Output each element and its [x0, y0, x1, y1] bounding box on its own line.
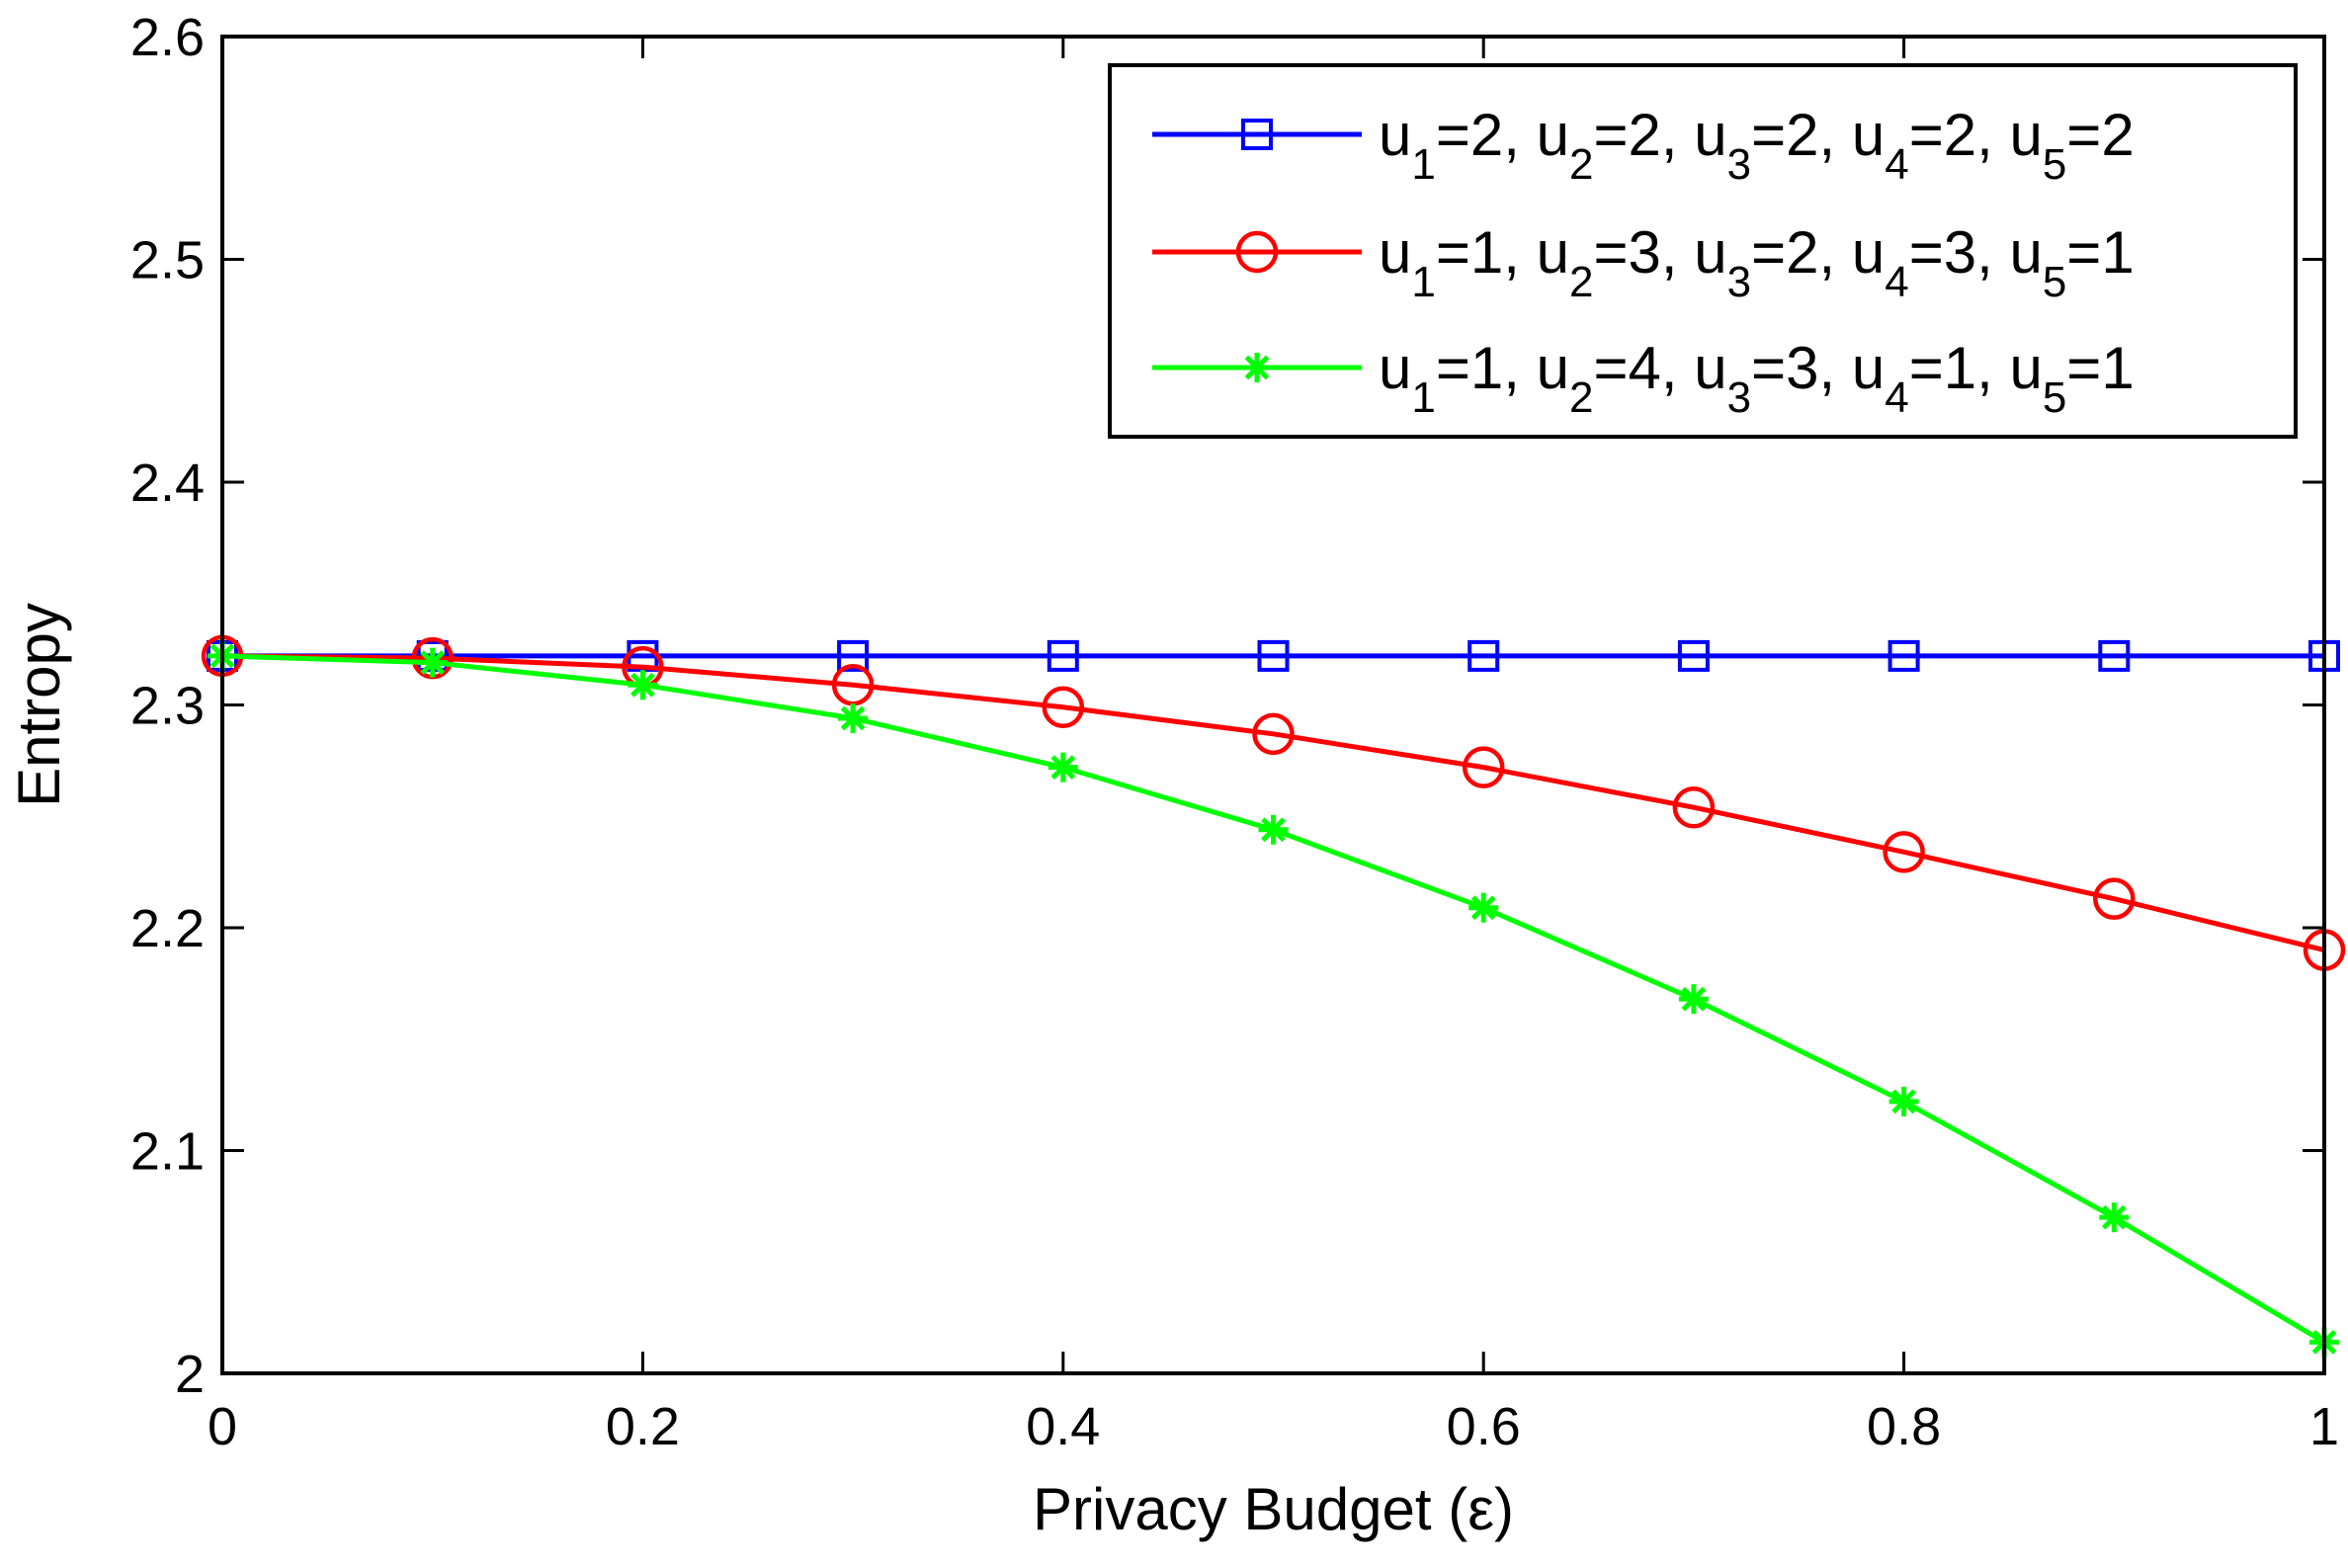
legend-subscript: 4	[1885, 140, 1908, 189]
data-point-circle	[1042, 686, 1085, 729]
legend-value: =2,	[1751, 219, 1852, 286]
legend-subscript: 2	[1569, 373, 1593, 422]
legend-subscript: 3	[1727, 140, 1751, 189]
legend-subscript: 5	[2043, 258, 2066, 306]
data-point-asterisk	[1258, 814, 1289, 845]
legend-value: =1,	[1436, 335, 1537, 401]
data-point-square	[1677, 639, 1710, 672]
y-tick-label: 2.1	[130, 1122, 205, 1182]
legend-var: u	[1694, 335, 1726, 401]
x-tick-label: 0.6	[1447, 1397, 1521, 1456]
data-point-circle	[1235, 230, 1279, 274]
y-tick-label: 2.4	[130, 454, 205, 513]
x-tick-label: 0	[208, 1397, 237, 1456]
y-tick-label: 2.6	[130, 8, 205, 67]
data-point-square	[1257, 639, 1290, 672]
legend-var: u	[1537, 219, 1569, 286]
data-point-asterisk	[1468, 892, 1499, 923]
legend-subscript: 3	[1727, 373, 1751, 422]
data-point-square	[837, 639, 870, 672]
legend-value: =3,	[1751, 335, 1852, 401]
legend-value: =2,	[1909, 102, 2010, 168]
legend-value: =3,	[1909, 219, 2010, 286]
data-point-asterisk	[838, 703, 869, 734]
x-tick-label: 0.4	[1026, 1397, 1100, 1456]
legend-subscript: 3	[1727, 258, 1751, 306]
legend-value: =1,	[1436, 219, 1537, 286]
legend-label: u1=1, u2=4, u3=3, u4=1, u5=1	[1379, 335, 2135, 422]
x-tick-label: 0.2	[606, 1397, 680, 1456]
data-point-asterisk	[1678, 984, 1709, 1015]
data-point-asterisk	[1888, 1086, 1919, 1116]
legend-var: u	[1537, 102, 1569, 168]
y-tick-label: 2	[175, 1345, 205, 1404]
data-point-asterisk	[2099, 1202, 2130, 1233]
series-2	[201, 634, 2346, 971]
legend-subscript: 1	[1411, 373, 1435, 422]
data-point-circle	[1462, 746, 1505, 788]
y-tick-label: 2.3	[130, 677, 205, 736]
data-point-square	[1468, 639, 1500, 672]
legend-value: =2,	[1436, 102, 1537, 168]
legend-var: u	[2009, 219, 2042, 286]
data-point-circle	[2093, 877, 2136, 920]
legend-value: =1,	[1909, 335, 2010, 401]
legend-var: u	[1694, 102, 1726, 168]
legend-subscript: 5	[2043, 373, 2066, 422]
axis-ticks: 0 0.2 0.4 0.6 0.8 1 2 2.1 2.2 2.3 2.4 2.5 2.6	[130, 8, 2339, 1456]
legend-value: =2	[2066, 102, 2134, 168]
legend-var: u	[1379, 335, 1411, 401]
legend-subscript: 4	[1885, 373, 1908, 422]
data-point-circle	[1883, 831, 1925, 873]
data-point-square	[1887, 639, 1920, 672]
legend-subscript: 2	[1569, 140, 1593, 189]
legend-value: =3,	[1593, 219, 1694, 286]
legend-var: u	[1379, 102, 1411, 168]
x-axis-label: Privacy Budget (ε)	[1033, 1476, 1514, 1542]
data-point-asterisk	[628, 670, 658, 701]
legend-value: =2,	[1751, 102, 1852, 168]
legend-value: =4,	[1593, 335, 1694, 401]
legend-var: u	[1379, 219, 1411, 286]
legend-entry-3: u1=1, u2=4, u3=3, u4=1, u5=1	[1152, 335, 2135, 422]
legend-var: u	[2009, 102, 2042, 168]
data-point-square	[2098, 639, 2131, 672]
data-point-circle	[1252, 712, 1295, 756]
data-point-asterisk	[417, 647, 448, 678]
x-tick-label: 1	[2309, 1397, 2339, 1456]
legend-var: u	[2009, 335, 2042, 401]
y-tick-label: 2.5	[130, 231, 205, 290]
data-point-circle	[1672, 785, 1716, 829]
legend-subscript: 4	[1885, 258, 1908, 306]
legend: u1=2, u2=2, u3=2, u4=2, u5=2u1=1, u2=3, …	[1108, 63, 2298, 439]
y-axis-label: Entropy	[6, 603, 72, 807]
legend-subscript: 2	[1569, 258, 1593, 306]
legend-label: u1=1, u2=3, u3=2, u4=3, u5=1	[1379, 219, 2135, 306]
legend-subscript: 1	[1411, 258, 1435, 306]
legend-value: =2,	[1593, 102, 1694, 168]
legend-value: =1	[2066, 335, 2134, 401]
legend-label: u1=2, u2=2, u3=2, u4=2, u5=2	[1379, 102, 2135, 189]
legend-value: =1	[2066, 219, 2134, 286]
y-tick-label: 2.2	[130, 899, 205, 958]
data-point-square	[1047, 639, 1079, 672]
data-point-asterisk	[1242, 353, 1272, 382]
legend-var: u	[1852, 335, 1885, 401]
legend-subscript: 5	[2043, 140, 2066, 189]
legend-entry-1: u1=2, u2=2, u3=2, u4=2, u5=2	[1152, 102, 2135, 189]
legend-var: u	[1694, 219, 1726, 286]
data-point-asterisk	[1048, 752, 1078, 783]
x-tick-label: 0.8	[1867, 1397, 1941, 1456]
legend-var: u	[1852, 102, 1885, 168]
legend-subscript: 1	[1411, 140, 1435, 189]
series-line	[221, 653, 2325, 952]
legend-var: u	[1537, 335, 1569, 401]
legend-entry-2: u1=1, u2=3, u3=2, u4=3, u5=1	[1152, 219, 2135, 306]
legend-var: u	[1852, 219, 1885, 286]
data-point-square	[1241, 119, 1273, 150]
